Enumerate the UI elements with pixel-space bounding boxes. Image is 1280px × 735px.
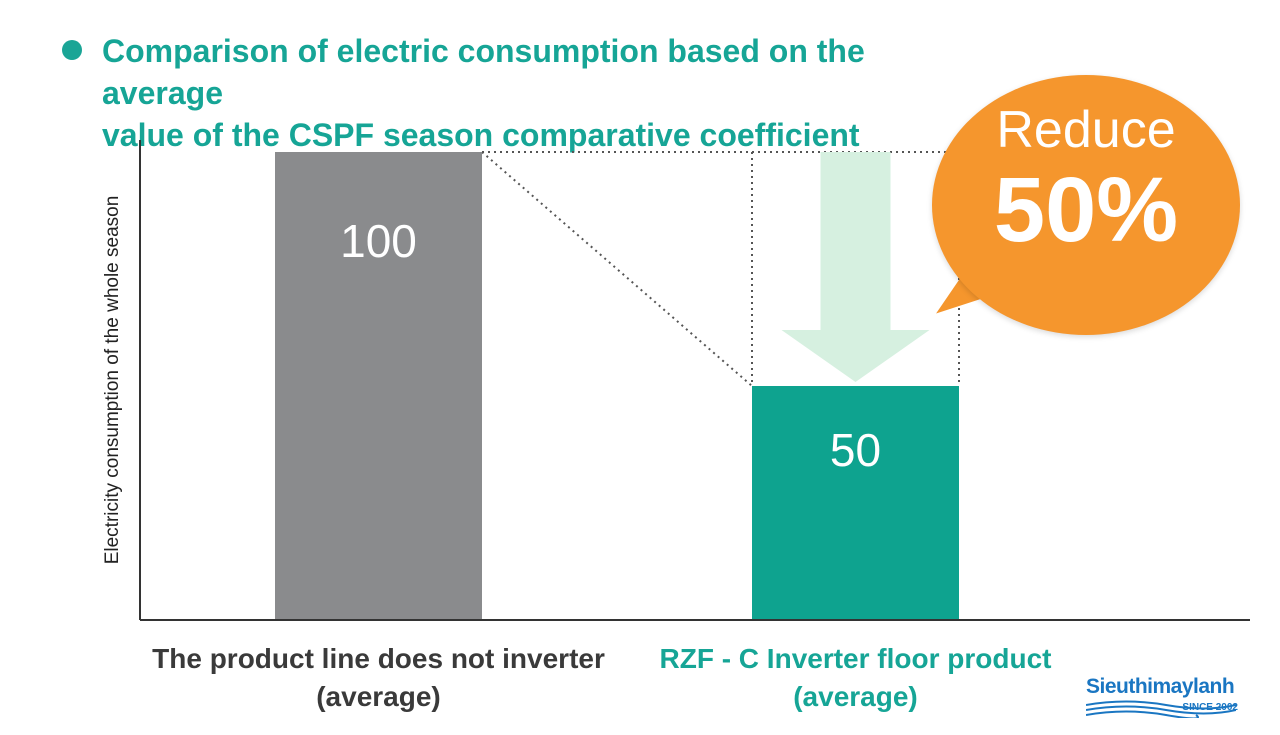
- data-label-1: 100: [340, 215, 417, 267]
- axes-group: [139, 140, 1250, 621]
- chart-header: Comparison of electric consumption based…: [62, 30, 962, 156]
- chart-title: Comparison of electric consumption based…: [102, 33, 865, 153]
- logo-since: SINCE 2002: [1182, 702, 1238, 713]
- wave-logo-icon: [1086, 700, 1236, 718]
- logo-name: Sieuthimaylanh: [1086, 675, 1235, 698]
- bars-group: [275, 152, 959, 620]
- data-label-2: 50: [830, 424, 881, 476]
- bar-1: [275, 152, 482, 620]
- brand-logo: Sieuthimaylanh SINCE 2002: [1086, 675, 1266, 725]
- callout-text-reduce: Reduce: [996, 101, 1176, 159]
- x-tick-label-2: RZF - C Inverter floor product (average): [659, 643, 1052, 712]
- circle-bullet-icon: [62, 40, 82, 60]
- callout-text-percent: 50%: [993, 159, 1179, 261]
- y-axis-label: Electricity consumption of the whole sea…: [102, 196, 123, 565]
- bar-2: [752, 386, 959, 620]
- data-labels-group: 100 50: [340, 215, 881, 476]
- callout-bubble: [932, 75, 1240, 335]
- x-tick-label-1: The product line does not inverter (aver…: [152, 643, 605, 712]
- down-arrow-icon: [781, 152, 930, 382]
- guide-diagonal-line: [481, 151, 753, 387]
- down-arrow-shape: [781, 152, 930, 382]
